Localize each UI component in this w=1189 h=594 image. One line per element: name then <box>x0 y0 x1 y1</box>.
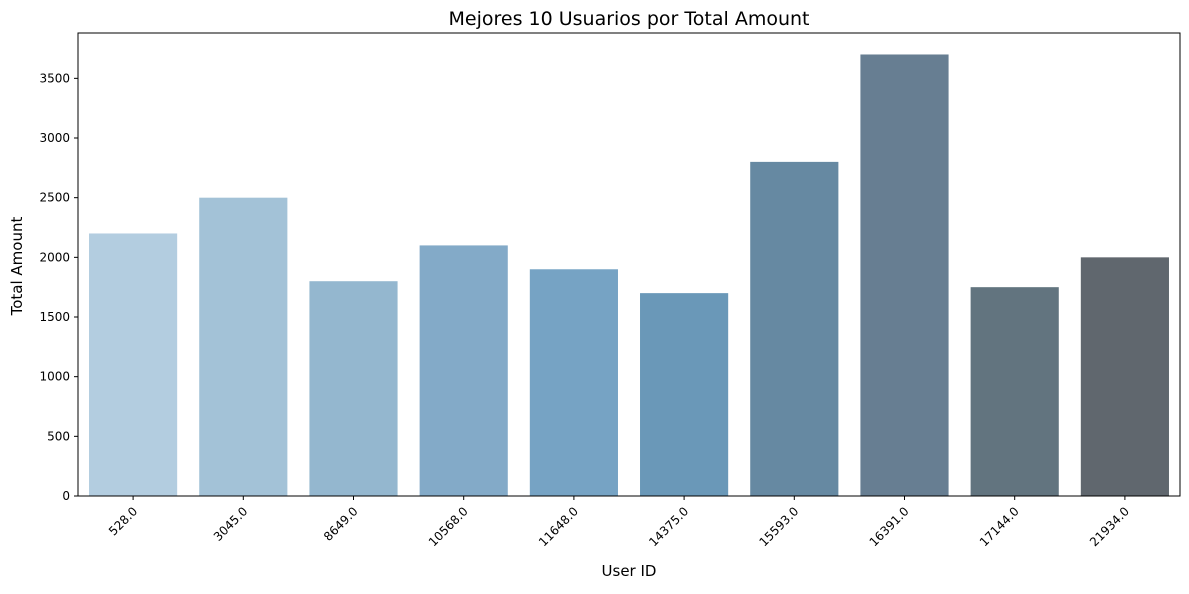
y-tick-label: 2500 <box>39 191 70 205</box>
x-tick-label: 16391.0 <box>867 504 912 549</box>
y-tick-label: 500 <box>47 429 70 443</box>
x-tick-label: 17144.0 <box>977 504 1022 549</box>
x-tick-label: 11648.0 <box>536 504 581 549</box>
bar-3045.0 <box>199 197 288 496</box>
bar-17144.0 <box>970 287 1059 496</box>
bar-15593.0 <box>750 161 839 496</box>
x-tick-label: 3045.0 <box>211 504 251 544</box>
x-tick-label: 21934.0 <box>1087 504 1132 549</box>
x-tick-label: 10568.0 <box>426 504 471 549</box>
x-tick-label: 528.0 <box>106 504 140 538</box>
bar-10568.0 <box>419 245 508 496</box>
bar-14375.0 <box>640 293 729 496</box>
y-tick-label: 1000 <box>39 370 70 384</box>
x-axis: 528.0 3045.0 8649.0 10568.0 11648.0 14375.0 15… <box>106 496 1132 549</box>
x-tick-label: 15593.0 <box>756 504 801 549</box>
x-axis-label: User ID <box>602 562 657 580</box>
y-tick-label: 3500 <box>39 71 70 85</box>
bar-16391.0 <box>860 54 949 496</box>
bar-8649.0 <box>309 281 398 496</box>
y-tick-label: 3000 <box>39 131 70 145</box>
y-tick-label: 2000 <box>39 250 70 264</box>
bars-layer <box>89 54 1169 496</box>
x-tick-label: 8649.0 <box>321 504 361 544</box>
y-tick-label: 0 <box>62 489 70 503</box>
y-axis-label: Total Amount <box>8 217 26 317</box>
y-axis: 0 500 1000 1500 2000 2500 3000 3500 <box>39 71 78 503</box>
y-tick-label: 1500 <box>39 310 70 324</box>
chart-title: Mejores 10 Usuarios por Total Amount <box>449 8 810 30</box>
bar-21934.0 <box>1080 257 1169 496</box>
bar-11648.0 <box>529 269 618 496</box>
plot-frame <box>77 32 1181 497</box>
x-tick-label: 14375.0 <box>646 504 691 549</box>
bar-528.0 <box>89 233 178 496</box>
